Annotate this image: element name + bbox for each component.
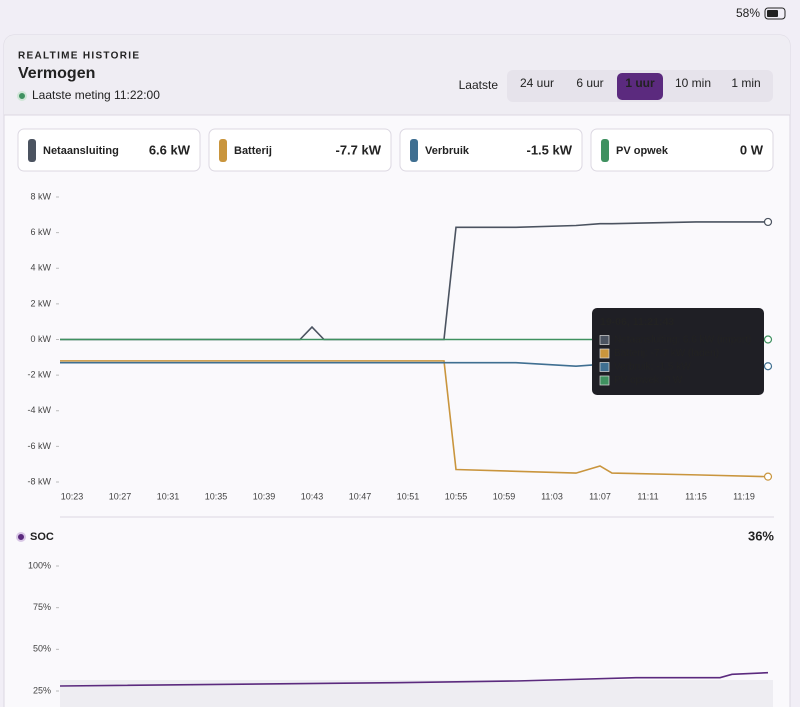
card-value: 0 W bbox=[740, 142, 764, 157]
y-tick-label: 8 kW bbox=[30, 191, 51, 201]
tooltip-item: PV opwek: 0 W bbox=[614, 375, 683, 386]
y-tick-label: -4 kW bbox=[28, 405, 52, 415]
end-marker bbox=[763, 217, 773, 227]
x-tick-label: 10:59 bbox=[493, 491, 516, 501]
x-tick-label: 11:19 bbox=[733, 491, 755, 501]
card-name: Netaansluiting bbox=[43, 145, 119, 157]
current-value: 36% bbox=[748, 528, 774, 543]
tooltip-swatch bbox=[599, 362, 610, 372]
x-tick-label: 10:23 bbox=[61, 491, 84, 501]
battery-icon bbox=[764, 7, 786, 20]
battery-percent: 58% bbox=[736, 6, 760, 20]
tooltip-item: Netaansluiting: 6.6 kW (import) bbox=[614, 335, 751, 346]
legend-label: SOC bbox=[30, 531, 54, 543]
range-button-active[interactable] bbox=[617, 73, 663, 100]
section-label: REALTIME HISTORIE bbox=[18, 51, 140, 62]
y-tick-label: -6 kW bbox=[28, 441, 52, 451]
battery-level bbox=[767, 10, 778, 17]
tooltip bbox=[592, 308, 764, 395]
series-line bbox=[59, 671, 769, 687]
y-tick-label: -2 kW bbox=[28, 370, 52, 380]
range-button[interactable]: 6 uur bbox=[576, 76, 603, 90]
range-button[interactable]: 1 uur bbox=[625, 76, 655, 90]
x-tick-label: 11:03 bbox=[541, 491, 563, 501]
tooltip-swatch bbox=[599, 335, 610, 345]
tooltip-swatch bbox=[599, 348, 610, 359]
y-tick-label: 0 kW bbox=[30, 334, 51, 344]
range-button[interactable]: 10 min bbox=[675, 76, 711, 90]
tooltip-item: Batterij: -7.7 kW (laden) bbox=[614, 348, 719, 359]
y-tick-label: 100% bbox=[28, 560, 51, 570]
x-tick-label: 10:31 bbox=[157, 491, 180, 501]
x-tick-label: 11:15 bbox=[685, 491, 707, 501]
summary-card bbox=[590, 128, 774, 172]
card-name: Batterij bbox=[234, 145, 272, 157]
x-tick-label: 10:47 bbox=[349, 491, 372, 501]
page-title: Vermogen bbox=[18, 65, 95, 82]
range-button[interactable]: 1 min bbox=[731, 76, 760, 90]
y-tick-label: 50% bbox=[33, 644, 51, 654]
x-tick-label: 11:11 bbox=[637, 491, 658, 501]
tooltip-swatch bbox=[599, 375, 610, 386]
tooltip-item: Verbruik: -1.5 kW bbox=[614, 362, 691, 373]
end-marker bbox=[763, 335, 773, 344]
y-tick-label: 75% bbox=[33, 602, 51, 612]
card-value: 6.6 kW bbox=[149, 142, 191, 157]
last-measurement: Laatste meting 11:22:00 bbox=[32, 88, 160, 102]
x-tick-label: 11:07 bbox=[589, 491, 611, 501]
end-marker bbox=[763, 472, 773, 481]
range-button[interactable]: 24 uur bbox=[520, 76, 554, 90]
summary-card bbox=[208, 128, 392, 172]
card-swatch bbox=[410, 139, 418, 162]
card-swatch bbox=[601, 139, 609, 162]
card-value: -7.7 kW bbox=[335, 142, 381, 157]
summary-card bbox=[17, 128, 201, 172]
x-tick-label: 10:43 bbox=[301, 491, 324, 501]
card-name: PV opwek bbox=[616, 145, 669, 157]
tooltip-title: 19-06, 11:21:43 bbox=[600, 316, 674, 328]
x-tick-label: 10:35 bbox=[205, 491, 228, 501]
soc-plot-floor bbox=[60, 680, 773, 707]
card-swatch bbox=[219, 139, 227, 162]
status-dot bbox=[17, 91, 27, 101]
x-tick-label: 10:51 bbox=[397, 491, 420, 501]
legend-dot bbox=[16, 532, 26, 542]
y-tick-label: 4 kW bbox=[30, 263, 51, 273]
x-tick-label: 10:27 bbox=[109, 491, 132, 501]
summary-card bbox=[399, 128, 583, 172]
x-tick-label: 10:55 bbox=[445, 491, 468, 501]
y-tick-label: -8 kW bbox=[28, 476, 52, 486]
card-name: Verbruik bbox=[425, 145, 470, 157]
y-tick-label: 2 kW bbox=[30, 298, 51, 308]
card-value: -1.5 kW bbox=[526, 142, 572, 157]
y-tick-label: 6 kW bbox=[30, 227, 51, 237]
range-label: Laatste bbox=[459, 78, 499, 92]
series-line bbox=[60, 360, 769, 478]
y-tick-label: 25% bbox=[33, 685, 51, 695]
card-swatch bbox=[28, 139, 36, 162]
end-marker bbox=[763, 362, 773, 371]
x-tick-label: 10:39 bbox=[253, 491, 276, 501]
